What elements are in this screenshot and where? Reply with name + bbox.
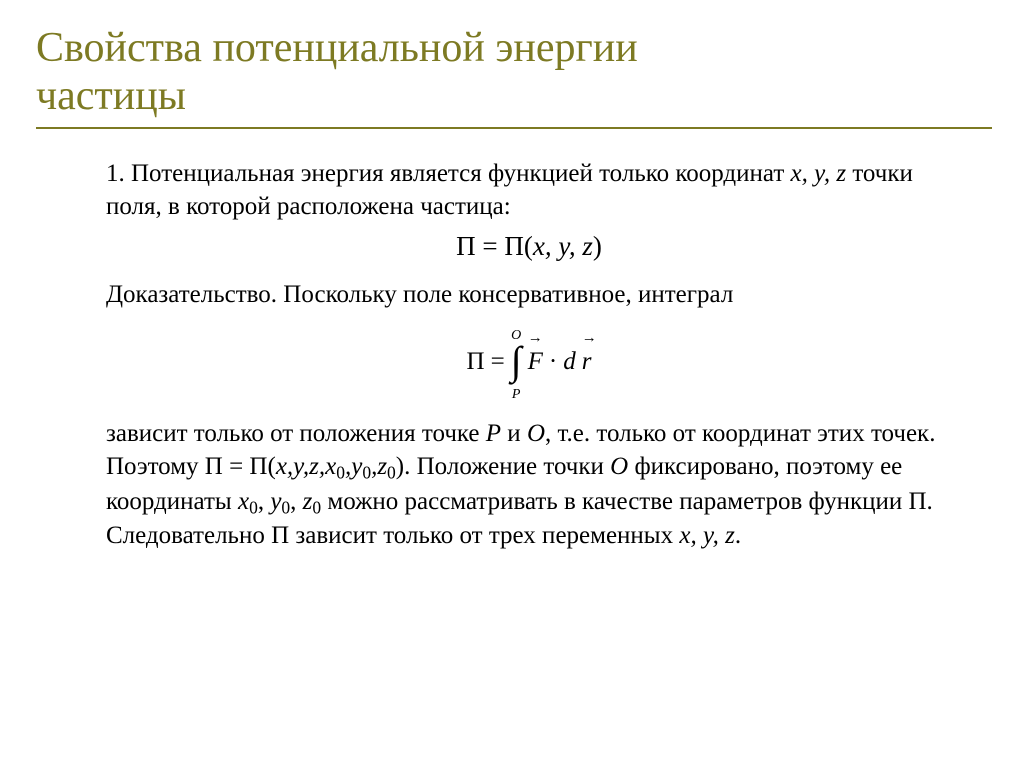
- p3-z0: z: [303, 488, 313, 515]
- title-line-1: Свойства потенциальной энергии: [36, 25, 638, 71]
- int-d: d: [563, 345, 576, 378]
- eq1-rhs-vars: x, y, z: [533, 231, 593, 261]
- p3-sub0f: 0: [312, 497, 321, 517]
- vector-arrow-icon: →: [582, 335, 592, 343]
- int-lower-limit: P: [512, 387, 521, 402]
- title-rule: [36, 127, 992, 129]
- int-sign: ∫: [511, 346, 522, 376]
- p1-vars: x, y, z: [791, 160, 847, 187]
- vector-F: → F: [528, 345, 543, 378]
- vector-arrow-icon: →: [528, 335, 543, 343]
- paragraph-2: Доказательство. Поскольку поле консерват…: [106, 278, 952, 311]
- p3-c: ,y: [345, 453, 362, 480]
- p3-vars: x,y,z,x: [276, 453, 336, 480]
- integral-symbol: O ∫ P: [511, 315, 522, 407]
- p3-j: .: [735, 522, 741, 549]
- eq1-rhs-b: ): [593, 231, 602, 261]
- body: 1. Потенциальная энергия является функци…: [36, 157, 992, 553]
- equation-integral: П = O ∫ P → F · d→r: [106, 315, 952, 407]
- vector-r-letter: r: [582, 348, 592, 375]
- paragraph-1: 1. Потенциальная энергия является функци…: [106, 157, 952, 223]
- p3-sub0e: 0: [281, 497, 290, 517]
- paragraph-3: зависит только от положения точке P и O,…: [106, 417, 952, 552]
- p3-d: ,z: [371, 453, 387, 480]
- p3-vars2: x, y, z: [679, 522, 735, 549]
- vector-r: →r: [582, 345, 592, 378]
- p3-a: зависит только от положения точке: [106, 420, 486, 447]
- eq1-eq: =: [476, 231, 505, 261]
- p3-y0: y: [270, 488, 281, 515]
- slide: Свойства потенциальной энергии частицы 1…: [0, 0, 1024, 768]
- int-lhs: П: [467, 345, 485, 378]
- p3-sub0c: 0: [387, 463, 396, 483]
- p3-O2: O: [610, 453, 628, 480]
- p1-text-a: 1. Потенциальная энергия является функци…: [106, 160, 791, 187]
- p3-O: O: [527, 420, 545, 447]
- title-line-2: частицы: [36, 73, 186, 119]
- p3-g: ,: [258, 488, 271, 515]
- int-eq: =: [491, 345, 505, 378]
- eq1-lhs: П: [456, 231, 476, 261]
- p3-h: ,: [290, 488, 303, 515]
- vector-F-letter: F: [528, 348, 543, 375]
- p3-P: P: [486, 420, 501, 447]
- p2-text: Доказательство. Поскольку поле консерват…: [106, 281, 733, 308]
- p3-and: и: [501, 420, 527, 447]
- p3-x0: x: [238, 488, 249, 515]
- p3-sub0a: 0: [336, 463, 345, 483]
- p3-sub0b: 0: [362, 463, 371, 483]
- eq1-rhs-a: П(: [504, 231, 533, 261]
- p3-e: ). Положение точки: [396, 453, 610, 480]
- int-dot: ·: [549, 345, 557, 378]
- slide-title: Свойства потенциальной энергии частицы: [36, 24, 992, 121]
- equation-1: П = П(x, y, z): [106, 229, 952, 265]
- p3-sub0d: 0: [249, 497, 258, 517]
